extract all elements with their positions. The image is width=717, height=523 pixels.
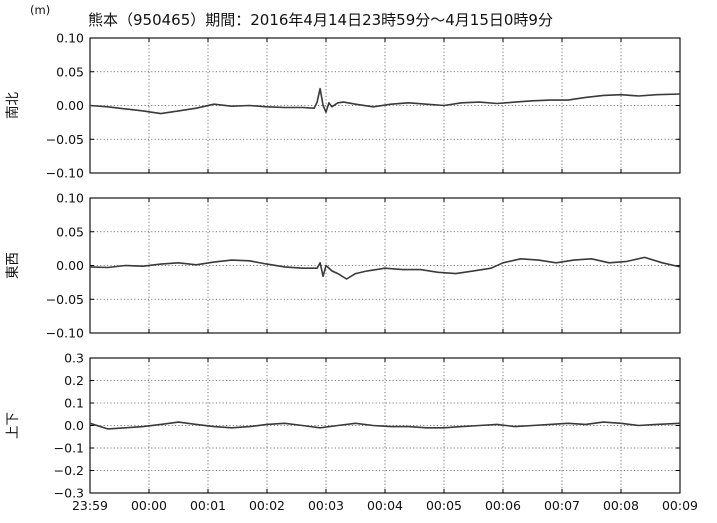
panel-3: 0.3 0.2 0.1 0.0 −0.1 −0.2 −0.3 上下 [5,351,681,501]
x-tick-label: 00:07 [544,498,580,513]
y-axis-title: 上下 [5,412,21,439]
panels: 0.10 0.05 0.00 −0.05 −0.10 南北 0.10 0.05 0.00 −0.0… [5,31,681,501]
y-tick-label: 0.05 [56,64,84,79]
y-tick-label: −0.10 [46,166,84,181]
y-tick-label: 0.10 [56,31,84,46]
y-tick-label: 0.0 [64,418,84,433]
y-tick-label: −0.05 [46,292,84,307]
y-tick-label: −0.1 [54,441,84,456]
x-tick-label: 00:04 [367,498,403,513]
panel-2: 0.10 0.05 0.00 −0.05 −0.10 東西 [5,191,681,341]
series-line [89,256,681,280]
y-tick-label: −0.2 [54,463,84,478]
y-tick-label: −0.10 [46,326,84,341]
y-tick-label: 0.00 [56,258,84,273]
panel-frame [89,357,681,494]
x-tick-label: 00:01 [190,498,226,513]
y-tick-label: 0.1 [64,396,84,411]
y-tick-label: 0.2 [64,373,84,388]
x-tick-label: 23:59 [72,498,108,513]
panel-frame [89,197,681,334]
x-tick-label: 00:02 [249,498,285,513]
x-axis-labels: 23:59 00:00 00:01 00:02 00:03 00:04 00:05 00:06… [72,498,698,513]
y-tick-label: 0.05 [56,224,84,239]
y-tick-label: 0.3 [64,351,84,366]
series-line [89,87,681,115]
x-tick-label: 00:03 [308,498,344,513]
chart-title: 熊本（950465）期間：2016年4月14日23時59分～4月15日0時9分 [88,11,553,29]
y-axis-title: 南北 [5,92,21,119]
series-line [89,421,681,430]
unit-label: (m) [30,3,50,17]
x-tick-label: 00:09 [662,498,698,513]
y-tick-label: −0.3 [54,486,84,501]
x-tick-label: 00:00 [131,498,167,513]
y-tick-label: 0.10 [56,191,84,206]
y-tick-label: −0.05 [46,132,84,147]
y-tick-label: 0.00 [56,98,84,113]
x-tick-label: 00:06 [485,498,521,513]
x-tick-label: 00:08 [603,498,639,513]
y-axis-title: 東西 [5,252,21,279]
x-tick-label: 00:05 [426,498,462,513]
panel-1: 0.10 0.05 0.00 −0.05 −0.10 南北 [5,31,681,181]
